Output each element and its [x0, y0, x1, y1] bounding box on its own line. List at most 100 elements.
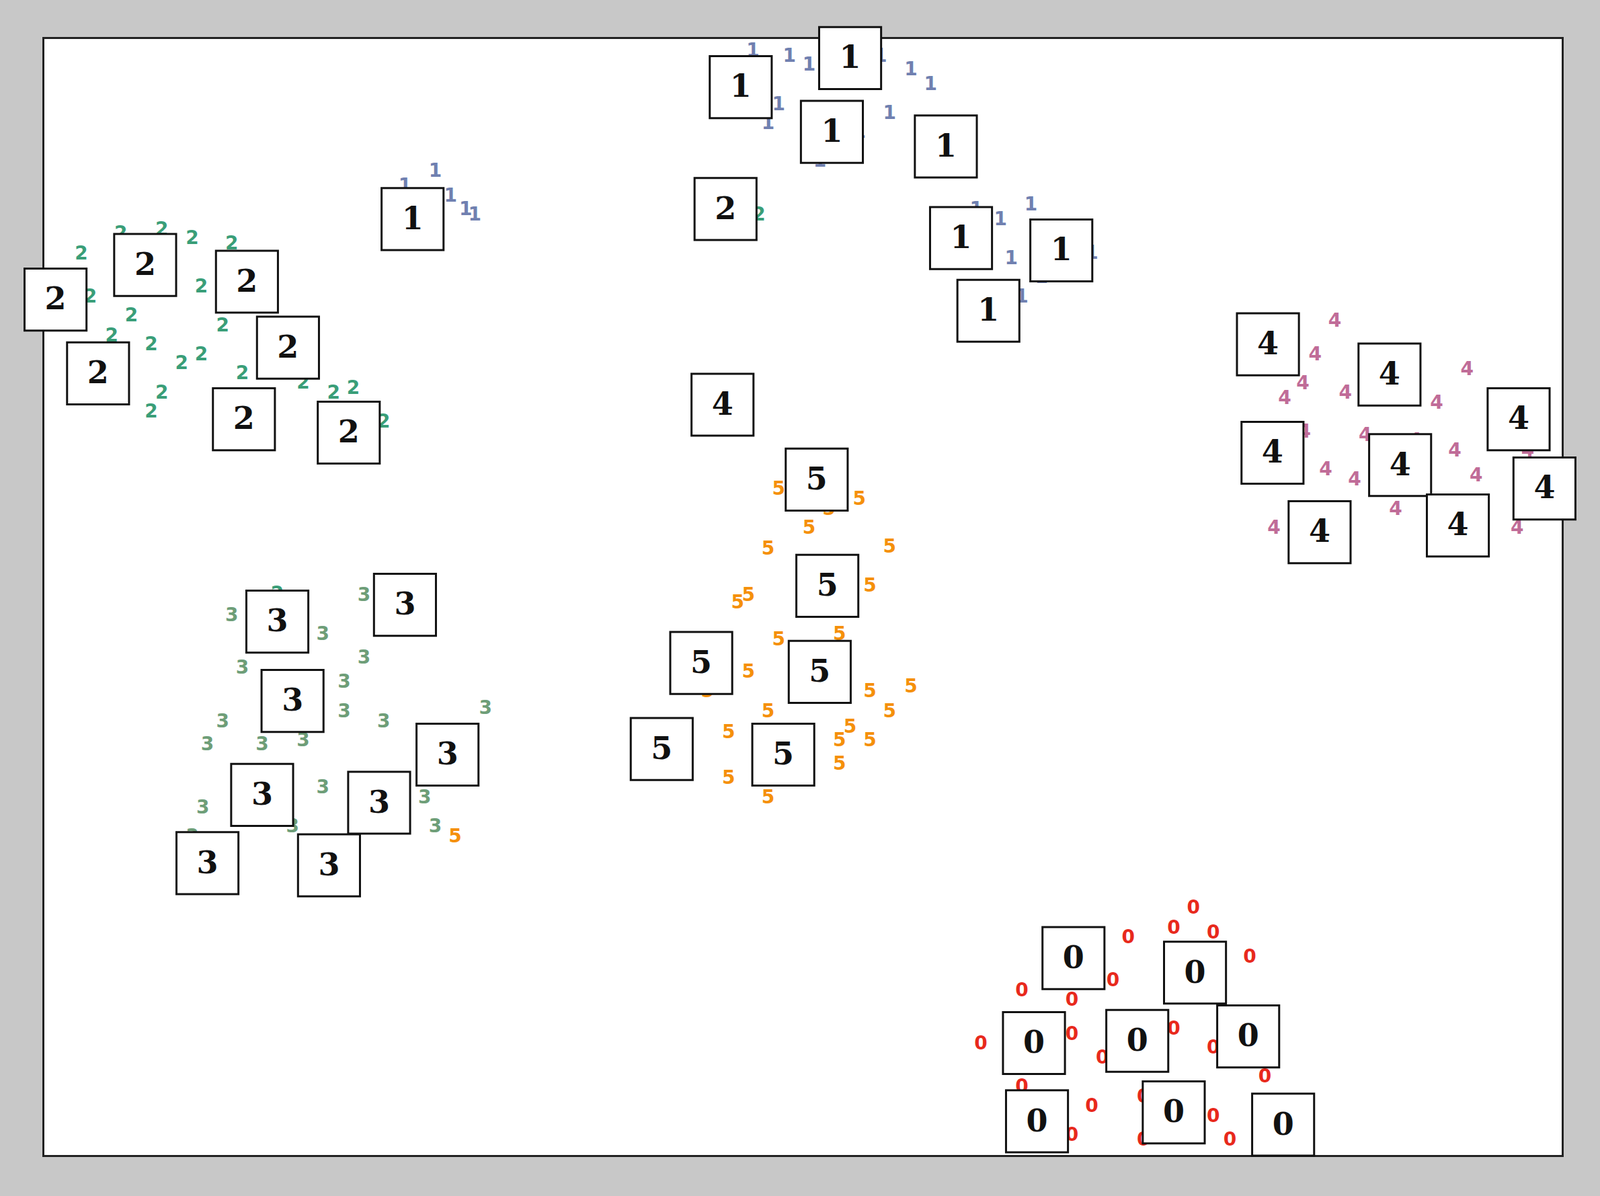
svg-text:4: 4	[1308, 512, 1331, 550]
svg-text:5: 5	[448, 824, 462, 848]
svg-text:4: 4	[1308, 342, 1322, 366]
svg-text:3: 3	[316, 775, 330, 798]
svg-text:5: 5	[772, 477, 786, 500]
svg-text:1: 1	[820, 112, 843, 150]
svg-text:3: 3	[436, 735, 459, 772]
svg-text:0: 0	[1272, 1105, 1295, 1143]
svg-text:2: 2	[185, 226, 199, 249]
svg-text:5: 5	[806, 460, 828, 497]
svg-text:5: 5	[761, 785, 775, 809]
svg-text:0: 0	[1026, 1102, 1049, 1139]
svg-text:1: 1	[950, 219, 973, 256]
svg-text:4: 4	[1448, 438, 1461, 462]
svg-text:1: 1	[1004, 246, 1018, 269]
svg-text:5: 5	[690, 644, 712, 681]
svg-text:0: 0	[1187, 896, 1200, 919]
svg-text:3: 3	[201, 732, 214, 755]
svg-text:1: 1	[428, 159, 442, 182]
svg-text:3: 3	[478, 696, 492, 719]
svg-text:3: 3	[337, 699, 351, 723]
svg-text:0: 0	[1126, 1021, 1149, 1059]
svg-text:2: 2	[134, 246, 156, 283]
svg-text:5: 5	[650, 730, 673, 767]
svg-text:3: 3	[418, 785, 431, 809]
svg-text:4: 4	[1447, 506, 1469, 543]
svg-text:0: 0	[1237, 1017, 1260, 1054]
svg-text:4: 4	[1533, 469, 1555, 506]
svg-text:2: 2	[144, 400, 158, 423]
svg-text:2: 2	[125, 303, 138, 327]
svg-text:5: 5	[772, 627, 786, 651]
svg-text:5: 5	[802, 516, 816, 539]
svg-text:3: 3	[251, 775, 273, 813]
svg-text:3: 3	[337, 670, 351, 693]
svg-text:2: 2	[74, 242, 88, 265]
svg-text:3: 3	[196, 844, 219, 881]
svg-text:4: 4	[1339, 381, 1352, 404]
svg-text:0: 0	[1223, 1128, 1237, 1151]
svg-text:2: 2	[215, 313, 229, 337]
svg-text:3: 3	[235, 656, 249, 679]
svg-text:1: 1	[935, 127, 957, 165]
svg-text:1: 1	[802, 53, 816, 76]
svg-text:3: 3	[393, 585, 416, 622]
svg-text:5: 5	[731, 590, 745, 614]
svg-text:5: 5	[741, 660, 755, 683]
svg-text:0: 0	[1121, 925, 1135, 948]
svg-text:1: 1	[904, 57, 917, 80]
svg-text:2: 2	[235, 361, 249, 384]
svg-text:5: 5	[761, 699, 775, 723]
svg-text:5: 5	[863, 728, 876, 751]
svg-text:1: 1	[443, 184, 457, 207]
svg-text:5: 5	[722, 766, 735, 789]
svg-text:1: 1	[782, 44, 796, 67]
svg-text:0: 0	[1243, 945, 1256, 968]
svg-text:5: 5	[816, 566, 839, 604]
svg-text:2: 2	[87, 354, 109, 391]
svg-text:4: 4	[1469, 463, 1483, 487]
svg-text:0: 0	[1023, 1023, 1045, 1061]
svg-text:0: 0	[1206, 1104, 1220, 1127]
svg-text:1: 1	[994, 207, 1008, 230]
svg-text:3: 3	[357, 646, 371, 669]
svg-text:0: 0	[1163, 1093, 1185, 1130]
svg-text:4: 4	[1261, 433, 1284, 470]
svg-text:1: 1	[924, 72, 938, 95]
svg-text:4: 4	[711, 385, 734, 423]
svg-text:4: 4	[1378, 355, 1401, 392]
svg-text:1: 1	[730, 67, 752, 105]
svg-text:1: 1	[883, 101, 897, 124]
svg-text:5: 5	[722, 720, 735, 743]
svg-text:5: 5	[883, 699, 897, 723]
svg-text:2: 2	[194, 274, 208, 298]
svg-text:3: 3	[316, 622, 330, 645]
svg-text:0: 0	[1015, 978, 1028, 1002]
svg-text:0: 0	[1167, 916, 1180, 939]
svg-text:5: 5	[761, 537, 775, 560]
svg-text:5: 5	[808, 652, 831, 690]
svg-text:2: 2	[346, 376, 360, 399]
svg-text:4: 4	[1328, 309, 1342, 332]
svg-text:5: 5	[852, 487, 866, 510]
svg-text:1: 1	[468, 203, 482, 226]
svg-text:4: 4	[1429, 391, 1443, 414]
svg-text:0: 0	[1065, 1022, 1079, 1045]
svg-text:5: 5	[883, 535, 897, 558]
svg-text:2: 2	[714, 190, 737, 227]
svg-text:5: 5	[863, 679, 876, 702]
svg-text:2: 2	[338, 413, 360, 450]
svg-text:1: 1	[402, 200, 424, 237]
svg-text:2: 2	[194, 342, 208, 366]
svg-text:3: 3	[215, 709, 229, 733]
svg-text:3: 3	[225, 603, 238, 626]
svg-text:4: 4	[1267, 516, 1280, 539]
svg-text:0: 0	[1065, 988, 1079, 1011]
svg-text:3: 3	[368, 783, 390, 821]
svg-text:0: 0	[1206, 921, 1220, 944]
svg-text:4: 4	[1389, 445, 1412, 483]
svg-text:4: 4	[1460, 357, 1473, 380]
svg-text:3: 3	[255, 732, 269, 755]
svg-text:1: 1	[977, 291, 999, 329]
svg-text:4: 4	[1388, 497, 1402, 520]
svg-text:1: 1	[1050, 231, 1073, 268]
